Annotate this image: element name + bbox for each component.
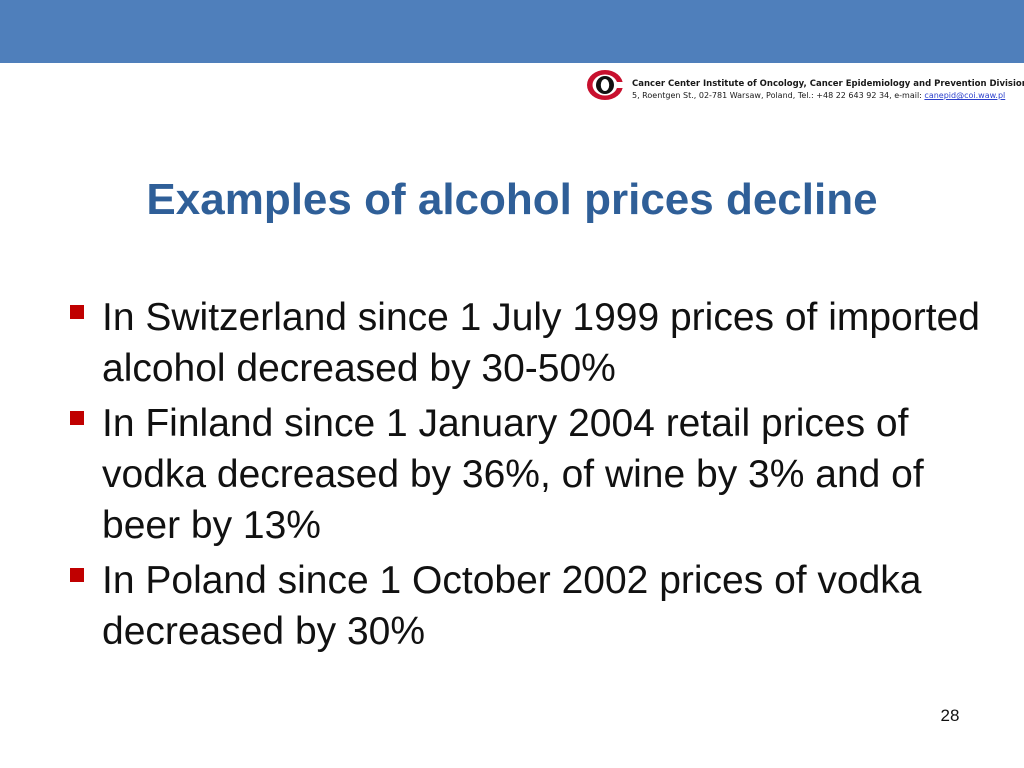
bullet-item-poland: In Poland since 1 October 2002 prices of…: [68, 555, 988, 657]
institute-logo-icon: [587, 70, 626, 100]
institute-name: Cancer Center Institute of Oncology, Can…: [632, 79, 1024, 89]
square-bullet-icon: [70, 411, 84, 425]
page-number: 28: [940, 706, 960, 725]
institute-email-link[interactable]: canepid@coi.waw.pl: [924, 91, 1006, 100]
bullet-item-finland: In Finland since 1 January 2004 retail p…: [68, 398, 988, 551]
bullet-item-switzerland: In Switzerland since 1 July 1999 prices …: [68, 292, 988, 394]
bullet-list: In Switzerland since 1 July 1999 prices …: [68, 292, 988, 661]
bullet-text: In Switzerland since 1 July 1999 prices …: [102, 296, 980, 390]
square-bullet-icon: [70, 568, 84, 582]
institute-address-text: 5, Roentgen St., 02-781 Warsaw, Poland, …: [632, 91, 922, 100]
header-logo: Cancer Center Institute of Oncology, Can…: [586, 68, 1024, 108]
square-bullet-icon: [70, 305, 84, 319]
institute-address: 5, Roentgen St., 02-781 Warsaw, Poland, …: [632, 90, 1024, 101]
institute-info: Cancer Center Institute of Oncology, Can…: [632, 78, 1024, 101]
slide-title: Examples of alcohol prices decline: [146, 175, 878, 224]
top-band: [0, 0, 1024, 63]
bullet-text: In Finland since 1 January 2004 retail p…: [102, 402, 924, 547]
bullet-text: In Poland since 1 October 2002 prices of…: [102, 559, 922, 653]
